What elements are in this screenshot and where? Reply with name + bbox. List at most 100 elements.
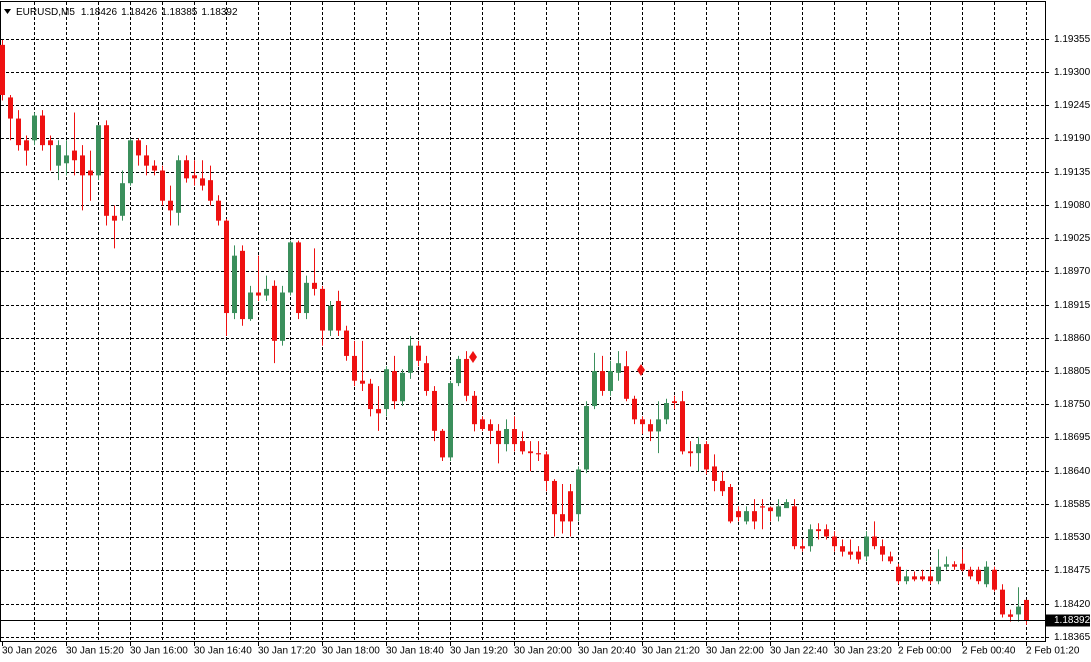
menu-triangle[interactable]	[4, 9, 11, 14]
candle-body	[888, 556, 893, 562]
candle-body	[816, 529, 821, 532]
x-tick-label: 30 Jan 18:40	[386, 646, 444, 657]
x-tick-label: 30 Jan 16:00	[130, 646, 188, 657]
candle-body	[592, 371, 597, 407]
x-tick-label: 30 Jan 15:20	[66, 646, 124, 657]
candle-body	[568, 491, 573, 522]
candle-body	[264, 288, 269, 296]
candle-body	[760, 506, 765, 508]
candle-body	[464, 358, 469, 396]
candle-body	[120, 183, 125, 216]
y-tick-label: 1.18805	[1054, 366, 1091, 377]
candle-body	[304, 282, 309, 314]
candle-body	[128, 140, 133, 184]
candle-body	[696, 444, 701, 454]
y-tick-label: 1.18640	[1054, 466, 1091, 477]
candle-body	[208, 180, 213, 201]
candle-body	[976, 569, 981, 582]
candle-body	[960, 563, 965, 570]
candle-body	[544, 454, 549, 481]
symbol: EURUSD,M5	[16, 7, 75, 18]
candle-body	[904, 576, 909, 582]
candle-body	[576, 469, 581, 515]
x-tick-label: 2 Feb 00:00	[898, 646, 952, 657]
candle-body	[64, 155, 69, 164]
candle-body	[112, 215, 117, 221]
x-tick-label: 30 Jan 20:00	[514, 646, 572, 657]
candle-body	[608, 371, 613, 391]
candle-body	[416, 345, 421, 361]
candle-body	[360, 380, 365, 384]
candle-body	[512, 429, 517, 445]
candle-body	[752, 511, 757, 522]
candle-body	[736, 511, 741, 518]
candle-body	[744, 511, 749, 522]
candle-body	[456, 358, 461, 384]
candle-body	[80, 155, 85, 176]
last-close: 1.18392	[201, 7, 238, 18]
candle-body	[440, 430, 445, 458]
candle-body	[136, 140, 141, 156]
y-tick-label: 1.18420	[1054, 599, 1091, 610]
candle-body	[288, 242, 293, 293]
candle-body	[672, 401, 677, 404]
x-tick-label: 30 Jan 22:40	[770, 646, 828, 657]
candle-body	[680, 401, 685, 452]
x-tick-label: 30 Jan 20:40	[578, 646, 636, 657]
candle-body	[528, 451, 533, 454]
x-tick-label: 30 Jan 21:20	[642, 646, 700, 657]
candle-body	[432, 390, 437, 431]
candle-body	[984, 566, 989, 585]
y-tick-label: 1.18530	[1054, 532, 1091, 543]
candle-body	[472, 395, 477, 425]
candle-body	[216, 200, 221, 221]
candle-body	[336, 300, 341, 331]
candle-body	[408, 345, 413, 373]
y-tick-label: 1.18970	[1054, 266, 1091, 277]
candle-body	[184, 160, 189, 179]
candle-body	[944, 564, 949, 567]
candle-body	[488, 424, 493, 431]
candle-body	[600, 371, 605, 391]
candle-body	[632, 398, 637, 420]
candle-body	[200, 178, 205, 186]
candle-body	[896, 566, 901, 582]
y-tick-label: 1.18695	[1054, 432, 1091, 443]
candle-body	[704, 444, 709, 470]
candle-body	[144, 155, 149, 166]
candle-body	[856, 551, 861, 560]
candle-body	[1016, 606, 1021, 615]
y-tick-label: 1.18915	[1054, 300, 1091, 311]
candle-body	[824, 529, 829, 537]
candle-body	[920, 576, 925, 580]
x-tick-label: 30 Jan 18:00	[322, 646, 380, 657]
candle-body	[848, 551, 853, 555]
candle-body	[40, 115, 45, 146]
candle-body	[16, 118, 21, 146]
candle-body	[768, 507, 773, 512]
candle-body	[168, 200, 173, 211]
candle-body	[912, 576, 917, 580]
candle-body	[448, 383, 453, 458]
candle-body	[840, 546, 845, 552]
candle-body	[616, 363, 621, 373]
candle-body	[240, 250, 245, 320]
y-tick-label: 1.18860	[1054, 333, 1091, 344]
plot-area	[0, 1, 1046, 642]
candle-body	[104, 125, 109, 216]
candle-body	[96, 125, 101, 176]
candle-body	[480, 419, 485, 430]
candle-body	[224, 220, 229, 314]
candle-body	[640, 419, 645, 425]
y-tick-label: 1.18365	[1054, 632, 1091, 643]
y-tick-label: 1.19300	[1054, 67, 1091, 78]
candle-body	[504, 429, 509, 445]
order-marker	[637, 364, 645, 376]
candle-body	[784, 502, 789, 509]
y-tick-label: 1.18475	[1054, 565, 1091, 576]
x-tick-label: 30 Jan 19:20	[450, 646, 508, 657]
last-high: 1.18426	[121, 7, 158, 18]
